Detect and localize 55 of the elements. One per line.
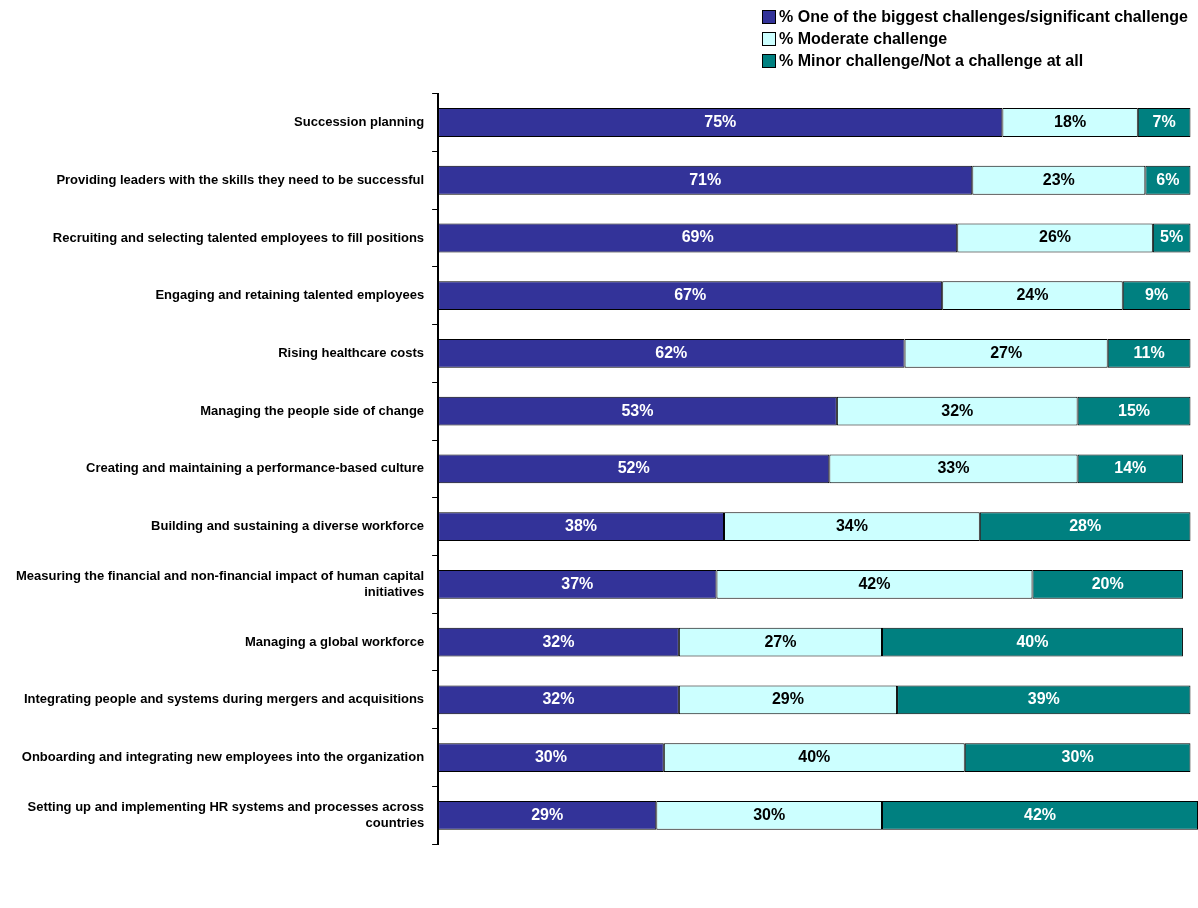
data-label: 27% <box>990 343 1023 361</box>
data-label: 52% <box>617 459 650 477</box>
y-tick-label: Creating and maintaining a performance-based culture <box>86 460 425 476</box>
legend-label: % Moderate challenge <box>779 30 948 48</box>
y-tick-label: Managing the people side of change <box>200 402 425 418</box>
data-label: 40% <box>798 748 831 765</box>
data-label: 34% <box>835 517 868 535</box>
y-tick-label: Building and sustaining a diverse workforce <box>151 518 425 534</box>
data-label: 15% <box>1118 401 1151 419</box>
data-label: 9% <box>1145 286 1169 304</box>
y-tick-label: Integrating people and systems during mergers and acquisitions <box>23 691 425 707</box>
data-label: 67% <box>674 286 707 304</box>
data-label: 33% <box>937 459 970 477</box>
data-label: 32% <box>542 690 575 708</box>
data-label: 30% <box>1061 748 1094 765</box>
y-tick-label: Onboarding and integrating new employees into the organization <box>21 749 425 765</box>
legend-label: % One of the biggest challenges/significant challenge <box>779 8 1188 26</box>
data-label: 5% <box>1160 228 1184 246</box>
data-label: 39% <box>1027 690 1060 708</box>
data-label: 53% <box>621 401 654 419</box>
data-label: 29% <box>531 805 564 823</box>
y-tick-label: Managing a global workforce <box>244 633 425 649</box>
data-label: 75% <box>704 112 737 130</box>
data-label: 62% <box>655 343 688 361</box>
data-label: 18% <box>1054 112 1087 130</box>
y-tick-label: Providing leaders with the skills they need to be successful <box>56 171 425 187</box>
data-label: 38% <box>565 517 598 535</box>
y-tick-label: Recruiting and selecting talented employees to fill positions <box>52 229 425 245</box>
data-label: 37% <box>561 574 594 592</box>
data-label: 32% <box>542 632 575 650</box>
data-label: 29% <box>771 690 804 708</box>
data-label: 20% <box>1091 574 1124 592</box>
data-label: 40% <box>1016 632 1049 650</box>
data-label: 11% <box>1133 343 1165 361</box>
data-label: 27% <box>764 632 797 650</box>
data-label: 69% <box>681 228 714 246</box>
legend-label: % Minor challenge/Not a challenge at all <box>779 52 1084 70</box>
data-label: 26% <box>1039 228 1072 246</box>
data-label: 32% <box>941 401 974 419</box>
data-label: 14% <box>1114 459 1147 477</box>
data-label: 42% <box>858 574 891 592</box>
data-label: 42% <box>1023 805 1057 823</box>
y-tick-label: Measuring the financial and non-financial impact of human capital initiatives <box>15 568 425 599</box>
data-label: 71% <box>689 170 722 188</box>
data-label: 28% <box>1069 517 1102 535</box>
data-label: 30% <box>753 805 786 823</box>
y-tick-label: Engaging and retaining talented employees <box>155 287 425 303</box>
data-label: 6% <box>1156 170 1180 188</box>
data-label: 30% <box>534 748 567 765</box>
y-tick-label: Rising healthcare costs <box>278 345 425 360</box>
y-tick-label: Succession planning <box>294 114 425 130</box>
y-tick-label: Setting up and implementing HR systems and processes across countries <box>27 799 425 830</box>
data-label: 23% <box>1042 170 1075 188</box>
data-label: 24% <box>1016 286 1049 304</box>
data-label: 7% <box>1152 112 1176 130</box>
